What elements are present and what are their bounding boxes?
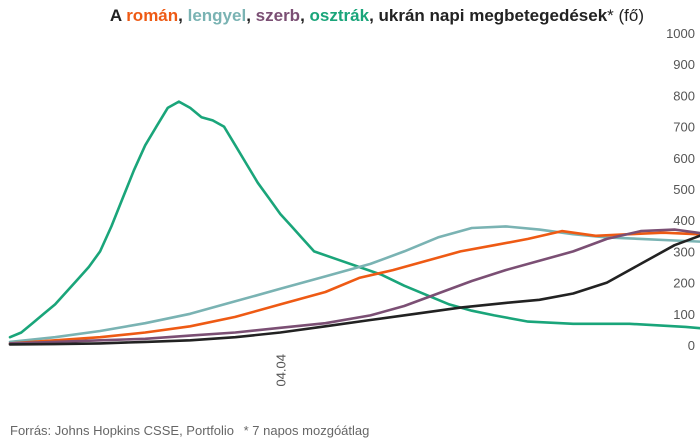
y-tick-label: 900: [673, 57, 695, 72]
series-line-román: [8, 229, 700, 345]
series-lines: [8, 100, 700, 346]
footnote: * 7 napos mozgóátlag: [243, 423, 370, 438]
title-part-4: ,: [246, 6, 256, 25]
series-line-osztrák: [8, 100, 700, 339]
y-tick-label: 0: [688, 338, 695, 353]
y-axis: 0 100 200 300 400 500 600 700 800 900 1000: [666, 26, 695, 353]
y-tick-label: 200: [673, 276, 695, 291]
y-tick-label: 600: [673, 151, 695, 166]
y-tick-label: 500: [673, 182, 695, 197]
series-line-lengyel: [8, 225, 700, 344]
title-part-3: lengyel: [187, 6, 247, 25]
y-tick-label: 300: [673, 244, 695, 259]
title-part-10: * (fő): [607, 6, 644, 25]
title-part-8: ,: [369, 6, 379, 25]
title-part-5: szerb: [255, 6, 301, 25]
y-tick-label: 100: [673, 307, 695, 322]
y-tick-label: 700: [673, 120, 695, 135]
title-part-2: ,: [178, 6, 188, 25]
y-tick-label: 1000: [666, 26, 695, 41]
series-line-szerb: [8, 228, 700, 345]
x-axis: 03.1103.1503.1903.2303.2703.3104.0404.08…: [273, 354, 288, 387]
source-label: Forrás: Johns Hopkins CSSE, Portfolio: [10, 423, 234, 438]
title-part-1: román: [126, 6, 179, 25]
y-tick-label: 800: [673, 88, 695, 103]
title-part-9: ukrán napi megbetegedések: [378, 6, 608, 25]
chart-title: A román, lengyel, szerb, osztrák, ukrán …: [110, 6, 644, 26]
title-part-6: ,: [300, 6, 310, 25]
source-note: Forrás: Johns Hopkins CSSE, Portfolio * …: [10, 423, 375, 438]
title-part-7: osztrák: [309, 6, 370, 25]
x-tick-label: 04.04: [273, 354, 288, 387]
title-part-0: A: [109, 6, 127, 25]
series-line-ukrán: [8, 234, 700, 346]
y-tick-label: 400: [673, 213, 695, 228]
